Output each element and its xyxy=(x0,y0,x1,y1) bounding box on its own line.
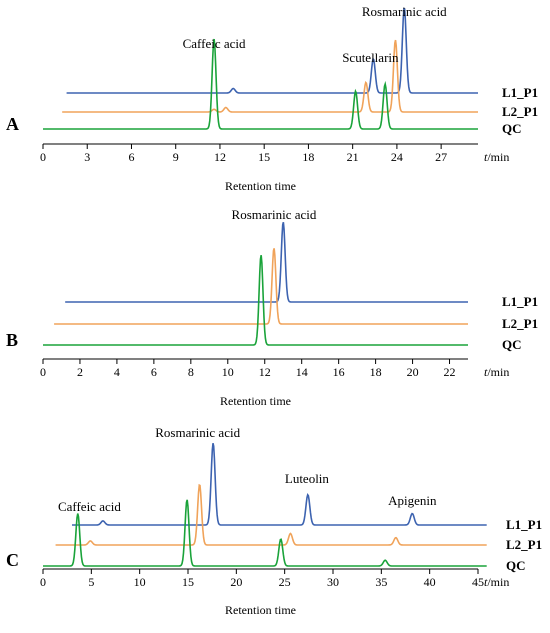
x-tick-label: 22 xyxy=(444,365,456,379)
x-tick-label: 30 xyxy=(327,575,339,589)
x-axis-unit: t/min xyxy=(484,150,509,164)
x-tick-label: 0 xyxy=(40,365,46,379)
x-tick-label: 3 xyxy=(84,150,90,164)
panel-b: B L1_P1 L2_P1 QC Rosmarinic acid 0 2 4 6 8 10 12 14 1… xyxy=(6,207,538,408)
peak-annotation: Scutellarin xyxy=(342,50,399,65)
series-line-qc xyxy=(43,38,478,130)
panel-letter: B xyxy=(6,330,18,350)
x-tick-label: 12 xyxy=(214,150,226,164)
x-tick-label: 14 xyxy=(296,365,308,379)
series-line-l1-p1 xyxy=(72,443,487,526)
panel-letter: C xyxy=(6,550,19,570)
peak-annotation: Apigenin xyxy=(388,493,437,508)
series-line-l1-p1 xyxy=(65,222,468,303)
x-tick-label: 2 xyxy=(77,365,83,379)
x-axis-label: Retention time xyxy=(220,394,291,408)
x-tick-label: 35 xyxy=(375,575,387,589)
x-tick-label: 10 xyxy=(134,575,146,589)
x-tick-label: 15 xyxy=(258,150,270,164)
x-axis-unit: t/min xyxy=(484,575,509,589)
x-tick-label: 6 xyxy=(151,365,157,379)
trace-label-qc: QC xyxy=(506,558,526,573)
series-line-l1-p1 xyxy=(66,7,478,94)
x-tick-label: 27 xyxy=(435,150,447,164)
series-line-l2-p1 xyxy=(55,483,487,546)
trace-label-l2-p1: L2_P1 xyxy=(502,316,538,331)
panel-c: C L1_P1 L2_P1 QC Caffeic acid Rosmarinic acid… xyxy=(6,425,542,617)
x-axis-unit: t/min xyxy=(484,365,509,379)
x-axis-label: Retention time xyxy=(225,179,296,193)
x-tick-label: 24 xyxy=(391,150,403,164)
trace-label-l1-p1: L1_P1 xyxy=(502,294,538,309)
x-tick-label: 15 xyxy=(182,575,194,589)
x-tick-label: 4 xyxy=(114,365,120,379)
x-tick-label: 21 xyxy=(347,150,359,164)
peak-annotation: Caffeic acid xyxy=(58,499,121,514)
peak-annotation: Rosmarinic acid xyxy=(155,425,240,440)
x-tick-label: 0 xyxy=(40,150,46,164)
panel-a: A L1_P1 L2_P1 QC Caffeic acid Scutellarin Rosm… xyxy=(6,4,538,193)
x-tick-label: 18 xyxy=(302,150,314,164)
x-tick-label: 40 xyxy=(424,575,436,589)
x-tick-label: 12 xyxy=(259,365,271,379)
series-line-l2-p1 xyxy=(62,39,478,113)
peak-annotation: Luteolin xyxy=(285,471,330,486)
x-tick-label: 10 xyxy=(222,365,234,379)
x-tick-label: 5 xyxy=(88,575,94,589)
trace-label-l2-p1: L2_P1 xyxy=(502,104,538,119)
trace-label-l1-p1: L1_P1 xyxy=(502,85,538,100)
x-tick-label: 25 xyxy=(279,575,291,589)
x-tick-label: 45 xyxy=(472,575,484,589)
trace-label-qc: QC xyxy=(502,121,522,136)
series-line-qc xyxy=(43,499,487,567)
x-axis-label: Retention time xyxy=(225,603,296,617)
x-tick-label: 0 xyxy=(40,575,46,589)
series-line-qc xyxy=(43,255,468,346)
peak-annotation: Caffeic acid xyxy=(183,36,246,51)
trace-label-qc: QC xyxy=(502,337,522,352)
series-line-l2-p1 xyxy=(54,248,468,325)
peak-annotation: Rosmarinic acid xyxy=(362,4,447,19)
x-tick-label: 6 xyxy=(128,150,134,164)
x-tick-label: 8 xyxy=(188,365,194,379)
x-tick-label: 18 xyxy=(370,365,382,379)
x-tick-label: 16 xyxy=(333,365,345,379)
x-tick-label: 20 xyxy=(230,575,242,589)
x-tick-label: 20 xyxy=(407,365,419,379)
panel-letter: A xyxy=(6,114,19,134)
trace-label-l1-p1: L1_P1 xyxy=(506,517,542,532)
peak-annotation: Rosmarinic acid xyxy=(232,207,317,222)
x-tick-label: 9 xyxy=(173,150,179,164)
trace-label-l2-p1: L2_P1 xyxy=(506,537,542,552)
